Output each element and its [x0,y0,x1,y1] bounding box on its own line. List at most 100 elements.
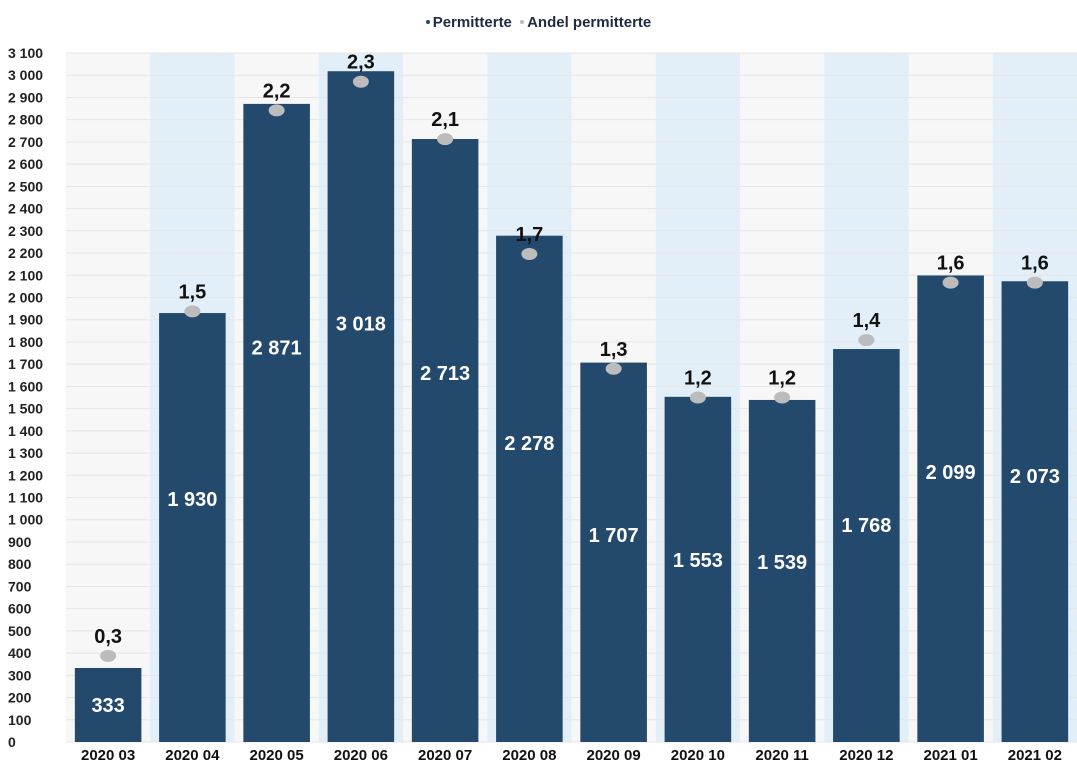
bar-value-label: 1 768 [841,515,891,537]
y-tick-label: 2 000 [8,289,43,305]
share-point [1026,276,1043,289]
bar [833,349,900,742]
y-tick-label: 2 700 [8,134,43,150]
bar-value-label: 2 099 [926,462,976,484]
share-value-label: 0,3 [94,626,122,648]
share-value-label: 2,2 [263,80,291,102]
y-tick-label: 800 [8,556,32,572]
share-point [184,305,201,318]
x-tick-label: 2020 04 [165,747,220,763]
y-tick-label: 2 100 [8,267,43,283]
bar [411,139,479,743]
y-tick-label: 100 [8,712,32,728]
share-value-label: 1,2 [768,368,796,390]
y-tick-label: 700 [8,578,32,594]
bar [327,71,395,742]
legend-item-permitterte[interactable]: Permitterte [425,14,516,31]
legend-swatch-andel [520,19,525,24]
y-tick-label: 200 [8,690,32,706]
y-tick-label: 1 400 [8,423,43,439]
x-tick-label: 2020 10 [671,747,725,763]
y-tick-label: 1 600 [8,378,43,394]
x-tick-label: 2020 06 [334,747,388,763]
share-value-label: 2,3 [347,52,375,74]
share-point [268,104,285,117]
bar-value-label: 1 539 [757,552,807,574]
bar [243,103,310,742]
bar-value-label: 2 073 [1010,466,1060,488]
bar-value-label: 333 [91,695,124,717]
x-tick-label: 2020 05 [250,747,304,763]
y-tick-label: 1 900 [8,312,43,328]
share-point [689,391,706,404]
y-tick-label: 2 600 [8,156,43,172]
y-tick-label: 1 000 [8,512,43,528]
share-value-label: 1,6 [937,253,965,275]
legend-swatch-permitterte [425,19,430,24]
bar-value-label: 3 018 [336,314,386,336]
bar-value-label: 2 713 [420,363,470,385]
share-point [100,649,117,662]
share-value-label: 1,2 [684,368,712,390]
bar [917,275,984,742]
column-band [66,53,151,742]
bar-value-label: 1 707 [589,525,639,547]
y-tick-label: 400 [8,645,32,661]
y-tick-label: 2 300 [8,223,43,239]
y-tick-label: 3 000 [8,67,43,83]
bar [580,362,647,742]
x-axis: 2020 03 2020 04 2020 05 2020 06 2020 07 2020 … [81,747,1062,763]
y-tick-label: 300 [8,667,32,683]
x-tick-label: 2020 03 [81,747,135,763]
share-value-label: 2,1 [431,109,459,131]
x-tick-label: 2021 02 [1008,747,1062,763]
x-tick-label: 2020 11 [755,747,808,763]
y-tick-label: 1 500 [8,401,43,417]
x-tick-label: 2020 09 [587,747,641,763]
y-tick-label: 2 500 [8,178,43,194]
bar-value-label: 1 553 [673,550,723,572]
x-tick-label: 2020 07 [418,747,472,763]
share-value-label: 1,5 [178,281,206,303]
share-value-label: 1,3 [600,339,628,361]
x-tick-label: 2020 08 [502,747,556,763]
y-tick-label: 3 100 [8,45,43,61]
y-tick-label: 600 [8,601,32,617]
share-point [774,391,791,404]
bar [664,396,732,742]
share-point [352,75,369,88]
bar [496,235,563,742]
share-point [521,247,538,260]
share-value-label: 1,7 [515,224,543,246]
share-point [942,276,959,289]
y-tick-label: 1 700 [8,356,43,372]
x-tick-label: 2020 12 [839,747,893,763]
bar-value-label: 2 871 [252,337,302,359]
share-point [605,362,622,375]
chart-legend: Permitterte Andel permitterte [0,14,1077,31]
share-point [858,334,875,347]
bar-value-label: 2 278 [504,433,554,455]
legend-item-andel[interactable]: Andel permitterte [520,14,651,31]
y-tick-label: 900 [8,534,32,550]
legend-label-permitterte: Permitterte [432,14,512,31]
gridlines [66,52,1077,743]
y-tick-label: 1 300 [8,445,43,461]
y-axis: 0 100 200 300 400 500 600 700 800 900 1 000 1 100 1 … [8,45,43,750]
bar [748,399,816,742]
legend-label-andel: Andel permitterte [527,14,652,31]
x-tick-label: 2021 01 [924,747,978,763]
y-tick-label: 2 900 [8,89,43,105]
share-value-label: 1,6 [1021,253,1049,275]
bar [159,313,226,742]
share-point [437,133,454,146]
y-tick-label: 1 100 [8,490,43,506]
y-tick-label: 2 200 [8,245,43,261]
y-tick-label: 2 800 [8,112,43,128]
y-tick-label: 2 400 [8,201,43,217]
bar [1001,281,1069,742]
y-tick-label: 1 200 [8,467,43,483]
share-series: 0,3 1,5 2,2 2,3 2,1 1,7 1,3 1,2 1,2 1,4 1,6 1,6 [94,52,1049,662]
bar-value-label: 1 930 [167,489,217,511]
